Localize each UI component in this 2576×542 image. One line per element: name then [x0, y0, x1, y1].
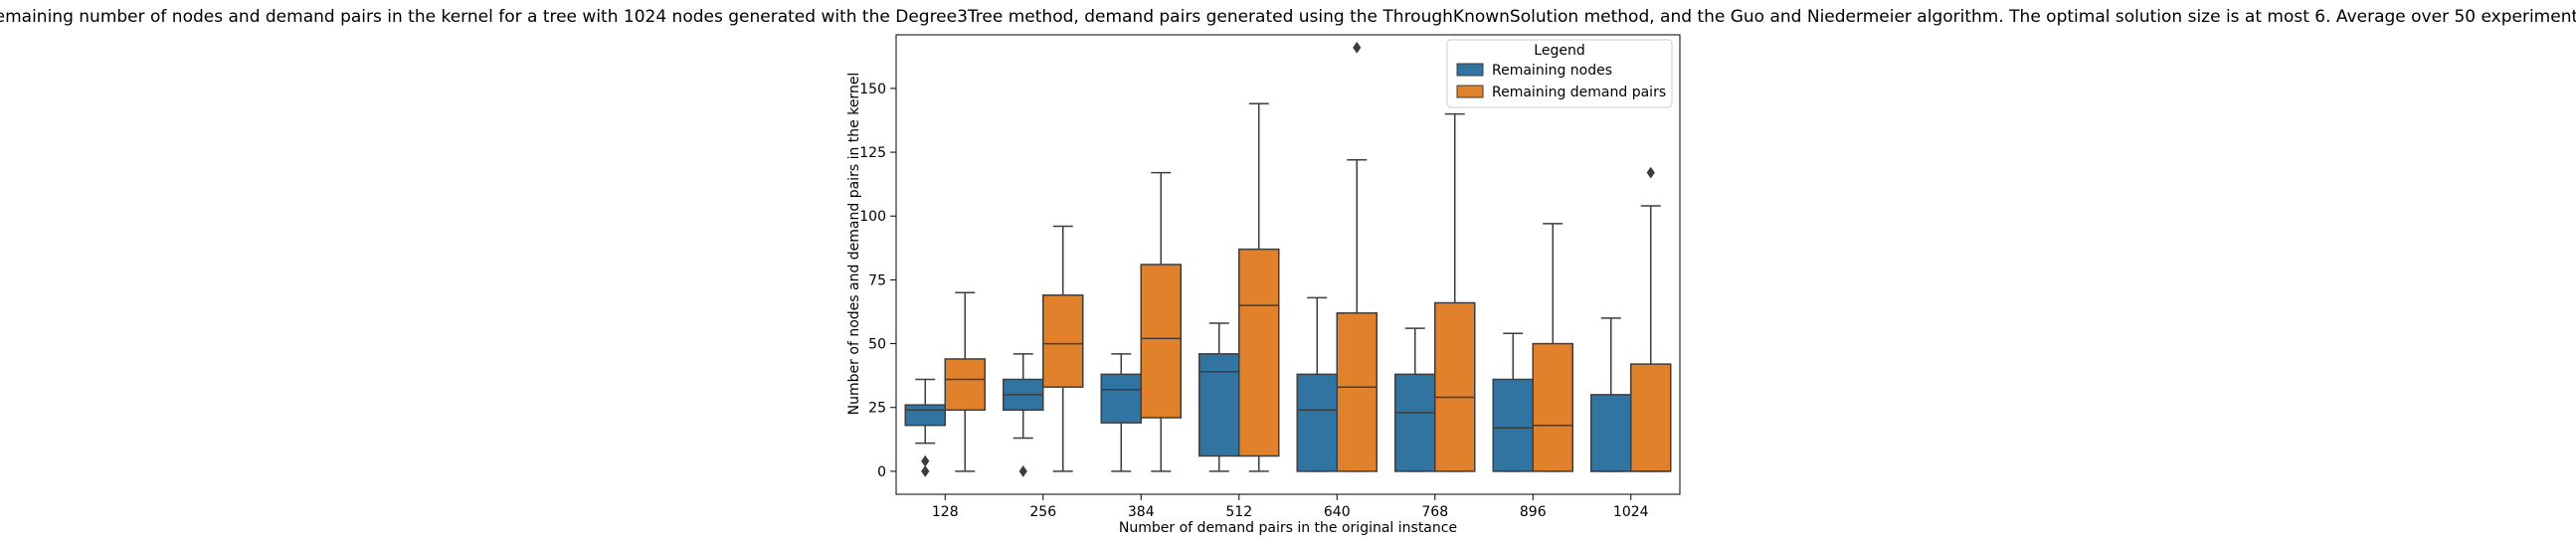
x-tick-label: 256	[1029, 504, 1056, 520]
iqr-box	[1492, 378, 1534, 472]
iqr-box	[1198, 353, 1240, 457]
iqr-box	[1140, 264, 1182, 419]
outlier-point	[921, 454, 930, 467]
box-nodes-128	[904, 378, 946, 477]
box-demand-pairs-384	[1140, 171, 1182, 472]
iqr-box	[1100, 373, 1142, 424]
legend-swatch-remaining-nodes	[1456, 63, 1484, 77]
iqr-box	[1042, 294, 1084, 388]
plot-area	[904, 41, 1672, 477]
iqr-box	[1336, 312, 1378, 472]
box-nodes-768	[1394, 327, 1436, 472]
outlier-point	[1353, 41, 1362, 54]
x-tick-label: 1024	[1613, 504, 1649, 520]
box-nodes-384	[1100, 353, 1142, 472]
box-demand-pairs-1024	[1630, 166, 1672, 472]
y-tick-label: 125	[859, 145, 886, 161]
box-nodes-896	[1492, 332, 1534, 472]
legend-frame	[1446, 39, 1673, 108]
x-axis-label: Number of demand pairs in the original i…	[1119, 520, 1457, 536]
x-tick-label: 384	[1128, 504, 1155, 520]
outlier-point	[1018, 465, 1027, 477]
y-axis-label: Number of nodes and demand pairs in the …	[846, 73, 862, 416]
iqr-box	[1394, 373, 1436, 472]
iqr-box	[1532, 342, 1573, 472]
y-tick-label: 25	[868, 401, 886, 417]
iqr-box	[944, 358, 986, 412]
x-tick-label: 768	[1421, 504, 1448, 520]
y-tick-label: 0	[877, 464, 886, 480]
iqr-box	[1238, 248, 1280, 457]
y-tick-label: 75	[868, 272, 886, 288]
box-nodes-256	[1003, 353, 1044, 477]
x-tick-label: 128	[932, 504, 959, 520]
y-tick-label: 50	[868, 337, 886, 353]
box-nodes-640	[1296, 296, 1338, 472]
box-nodes-512	[1198, 322, 1240, 472]
box-demand-pairs-896	[1532, 223, 1573, 472]
y-tick-label: 150	[859, 82, 886, 97]
legend-label-remaining-nodes: Remaining nodes	[1492, 63, 1612, 79]
legend-swatch-remaining-demand-pairs	[1456, 85, 1484, 98]
x-tick-label: 896	[1520, 504, 1547, 520]
box-demand-pairs-128	[944, 291, 986, 472]
iqr-box	[1590, 394, 1632, 472]
chart-title: Remaining number of nodes and demand pai…	[0, 7, 2576, 27]
iqr-box	[1296, 373, 1338, 472]
legend: Legend Remaining nodes Remaining demand …	[1446, 39, 1673, 108]
outlier-point	[1646, 166, 1655, 179]
y-tick-label: 100	[859, 209, 886, 225]
box-nodes-1024	[1590, 317, 1632, 472]
box-demand-pairs-256	[1042, 225, 1084, 472]
iqr-box	[1630, 363, 1672, 472]
iqr-box	[904, 404, 946, 427]
x-tick-label: 640	[1324, 504, 1351, 520]
iqr-box	[1434, 301, 1476, 472]
legend-label-remaining-demand-pairs: Remaining demand pairs	[1492, 85, 1666, 100]
x-axis: 128 256 384 512 640 768 896 1024	[932, 494, 1649, 520]
outlier-point	[921, 465, 930, 477]
y-axis: 0 25 50 75 100 125 150	[859, 82, 896, 480]
plot-frame	[895, 34, 1681, 495]
x-tick-label: 512	[1225, 504, 1252, 520]
legend-title: Legend	[1534, 43, 1584, 59]
box-demand-pairs-768	[1434, 112, 1476, 472]
box-demand-pairs-512	[1238, 102, 1280, 472]
box-demand-pairs-640	[1336, 41, 1378, 472]
